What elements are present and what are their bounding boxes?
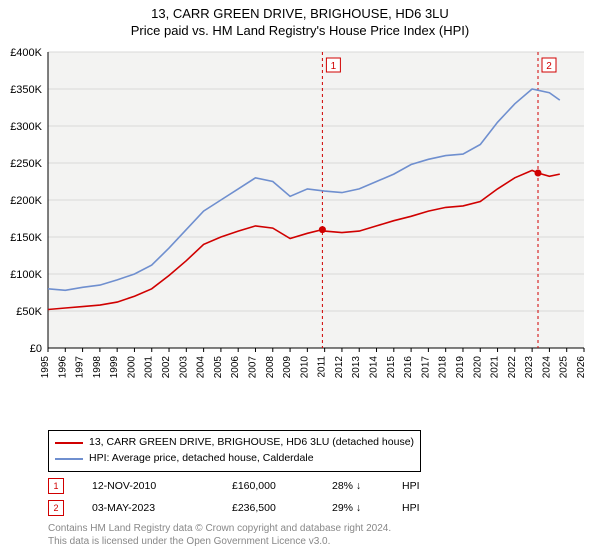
page-subtitle: Price paid vs. HM Land Registry's House …	[0, 23, 600, 38]
svg-text:2013: 2013	[351, 356, 362, 379]
svg-text:2003: 2003	[178, 356, 189, 379]
sale-pct: 28% ↓	[332, 480, 402, 492]
sale-date: 12-NOV-2010	[92, 480, 232, 492]
svg-text:1: 1	[331, 61, 337, 72]
svg-text:2018: 2018	[438, 356, 449, 379]
sale-marker-box: 2	[48, 500, 64, 516]
svg-text:£200K: £200K	[10, 195, 42, 207]
legend-swatch	[55, 458, 83, 460]
sale-pct: 29% ↓	[332, 502, 402, 514]
svg-text:2023: 2023	[524, 356, 535, 379]
svg-text:£350K: £350K	[10, 84, 42, 96]
sale-price: £160,000	[232, 480, 332, 492]
svg-text:£100K: £100K	[10, 269, 42, 281]
svg-text:2021: 2021	[490, 356, 501, 379]
legend-swatch	[55, 442, 83, 444]
svg-text:2026: 2026	[576, 356, 587, 379]
sale-row: 2 03-MAY-2023£236,50029% ↓HPI	[48, 497, 420, 519]
sales-table: 1 12-NOV-2010£160,00028% ↓HPI 2 03-MAY-2023…	[48, 475, 420, 519]
footer-line2: This data is licensed under the Open Gov…	[48, 535, 391, 548]
legend-item: 13, CARR GREEN DRIVE, BRIGHOUSE, HD6 3LU…	[55, 435, 414, 451]
svg-text:2011: 2011	[317, 356, 328, 378]
svg-text:2016: 2016	[403, 356, 414, 379]
footer-line1: Contains HM Land Registry data © Crown c…	[48, 522, 391, 535]
sale-vs-label: HPI	[402, 502, 420, 514]
svg-text:2014: 2014	[369, 356, 380, 379]
svg-text:2004: 2004	[196, 356, 207, 379]
sale-vs-label: HPI	[402, 480, 420, 492]
svg-text:1999: 1999	[109, 356, 120, 379]
svg-text:2008: 2008	[265, 356, 276, 379]
svg-text:2020: 2020	[472, 356, 483, 379]
svg-text:£250K: £250K	[10, 158, 42, 170]
svg-text:2022: 2022	[507, 356, 518, 379]
svg-text:£0: £0	[30, 343, 42, 355]
svg-text:2006: 2006	[230, 356, 241, 379]
legend: 13, CARR GREEN DRIVE, BRIGHOUSE, HD6 3LU…	[48, 430, 421, 472]
svg-text:2019: 2019	[455, 356, 466, 379]
svg-text:£150K: £150K	[10, 232, 42, 244]
svg-text:2024: 2024	[541, 356, 552, 379]
footer-attribution: Contains HM Land Registry data © Crown c…	[48, 522, 391, 548]
svg-text:2005: 2005	[213, 356, 224, 379]
svg-text:2025: 2025	[559, 356, 570, 379]
sale-marker-box: 1	[48, 478, 64, 494]
svg-text:2017: 2017	[420, 356, 431, 379]
svg-text:£400K: £400K	[10, 47, 42, 59]
svg-text:2007: 2007	[247, 356, 258, 379]
svg-text:2002: 2002	[161, 356, 172, 379]
svg-text:1995: 1995	[40, 356, 51, 379]
sale-date: 03-MAY-2023	[92, 502, 232, 514]
svg-text:£50K: £50K	[16, 306, 42, 318]
svg-text:2000: 2000	[126, 356, 137, 379]
sale-row: 1 12-NOV-2010£160,00028% ↓HPI	[48, 475, 420, 497]
legend-label: HPI: Average price, detached house, Cald…	[89, 451, 314, 467]
price-chart: £0£50K£100K£150K£200K£250K£300K£350K£400…	[48, 48, 588, 388]
legend-item: HPI: Average price, detached house, Cald…	[55, 451, 414, 467]
sale-price: £236,500	[232, 502, 332, 514]
svg-text:1996: 1996	[57, 356, 68, 379]
page-title: 13, CARR GREEN DRIVE, BRIGHOUSE, HD6 3LU	[0, 6, 600, 21]
svg-text:1997: 1997	[75, 356, 86, 379]
svg-text:1998: 1998	[92, 356, 103, 379]
legend-label: 13, CARR GREEN DRIVE, BRIGHOUSE, HD6 3LU…	[89, 435, 414, 451]
svg-text:2010: 2010	[299, 356, 310, 379]
svg-text:£300K: £300K	[10, 121, 42, 133]
svg-text:2: 2	[546, 61, 552, 72]
svg-text:2001: 2001	[144, 356, 155, 379]
svg-text:2009: 2009	[282, 356, 293, 379]
svg-text:2012: 2012	[334, 356, 345, 379]
svg-text:2015: 2015	[386, 356, 397, 379]
